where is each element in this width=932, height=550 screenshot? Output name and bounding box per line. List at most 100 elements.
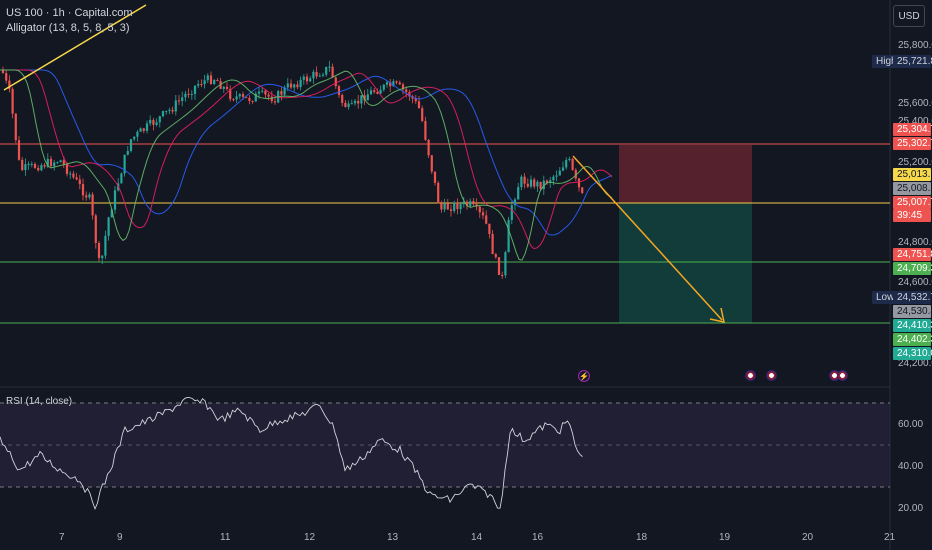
candle-body	[465, 201, 469, 206]
alligator-indicator	[0, 69, 613, 261]
candle-body	[513, 199, 517, 206]
candle-body	[315, 71, 318, 77]
candle-body	[501, 274, 504, 276]
price-tick: 24,600.0	[898, 277, 932, 288]
candle-body	[235, 96, 238, 100]
price-label: 24,751.8	[893, 248, 932, 261]
price-label: 24,709.3	[893, 262, 932, 275]
candle-body	[171, 109, 174, 112]
candle-body	[257, 91, 261, 94]
candle-body	[545, 180, 549, 183]
candle-body	[190, 94, 193, 96]
candle-body	[203, 80, 206, 85]
candle-body	[69, 173, 72, 175]
candle-body	[78, 179, 81, 185]
forecast-arrow[interactable]	[572, 155, 725, 323]
candle-body	[337, 86, 341, 95]
us-flag-icon[interactable]	[829, 370, 840, 381]
candle-body	[405, 89, 408, 93]
candle-body	[5, 73, 8, 81]
candle-body	[357, 100, 360, 104]
candle-body	[453, 202, 456, 211]
candle-body	[542, 180, 545, 190]
candle-body	[177, 100, 181, 102]
candle-body	[382, 84, 385, 90]
candle-body	[65, 164, 69, 174]
candle-body	[1, 70, 5, 74]
candle-body	[155, 122, 158, 125]
price-label: 25,304.7	[893, 123, 932, 136]
rsi-legend[interactable]: RSI (14, close)	[6, 396, 73, 407]
candle-body	[142, 128, 145, 131]
us-flag-icon[interactable]	[766, 370, 777, 381]
candle-body	[213, 79, 216, 84]
rsi-tick: 60.00	[898, 419, 924, 430]
candle-body	[568, 158, 571, 161]
time-tick: 18	[636, 532, 648, 543]
candle-body	[312, 71, 315, 79]
candle-body	[328, 66, 331, 68]
candle-body	[325, 66, 328, 75]
candle-body	[238, 94, 241, 97]
currency-button[interactable]: USD	[893, 5, 925, 27]
position-stop-zone[interactable]	[619, 145, 752, 203]
candle-body	[462, 201, 465, 205]
candle-body	[165, 110, 168, 112]
candle-body	[574, 169, 577, 179]
alligator-lips-line	[0, 69, 613, 261]
candle-body	[494, 254, 497, 258]
price-label: 25,013.7	[893, 168, 932, 181]
candle-body	[309, 78, 312, 82]
candle-body	[376, 92, 379, 94]
candle-body	[21, 159, 24, 171]
lightning-icon[interactable]: ⚡	[578, 370, 590, 382]
price-label: 24,410.3	[893, 319, 932, 332]
candle-body	[222, 86, 225, 89]
candle-body	[136, 131, 139, 137]
candle-body	[347, 103, 350, 108]
candle-body	[472, 201, 475, 205]
candle-body	[251, 100, 254, 102]
trend-line[interactable]	[3, 4, 147, 91]
candle-body	[24, 164, 27, 171]
candle-body	[392, 81, 395, 87]
candle-body	[571, 158, 574, 170]
candle-body	[40, 165, 43, 171]
position-target-zone[interactable]	[619, 203, 752, 323]
candle-body	[424, 120, 427, 140]
candle-body	[485, 215, 488, 224]
candle-body	[350, 103, 353, 105]
candle-body	[33, 163, 37, 168]
candle-body	[245, 96, 248, 98]
candle-body	[62, 160, 65, 165]
symbol-title[interactable]: US 100 · 1h · Capital.com	[6, 7, 133, 19]
candle-body	[302, 76, 305, 80]
candle-body	[145, 123, 149, 131]
candle-body	[459, 204, 462, 210]
rsi-polyline	[0, 396, 583, 511]
candle-body	[126, 151, 129, 155]
candle-body	[481, 212, 485, 216]
candle-body	[209, 75, 213, 84]
candle-body	[449, 209, 453, 211]
rsi-line	[0, 396, 583, 511]
us-flag-icon[interactable]	[837, 370, 848, 381]
candle-body	[139, 128, 142, 132]
candle-body	[8, 80, 11, 89]
us-flag-icon[interactable]	[745, 370, 756, 381]
price-label: 24,530.4	[893, 305, 932, 318]
candle-body	[283, 87, 286, 95]
candle-body	[14, 113, 17, 141]
candle-body	[398, 82, 401, 85]
price-label: 25,302.7	[893, 137, 932, 150]
candle-body	[555, 175, 558, 177]
candle-body	[478, 206, 481, 213]
alligator-legend[interactable]: Alligator (13, 8, 5, 8, 5, 3)	[6, 22, 130, 34]
candle-body	[581, 187, 584, 193]
candle-body	[417, 101, 421, 109]
candle-body	[123, 154, 126, 174]
candle-body	[552, 176, 555, 181]
candle-body	[427, 139, 430, 156]
candle-body	[353, 100, 357, 104]
